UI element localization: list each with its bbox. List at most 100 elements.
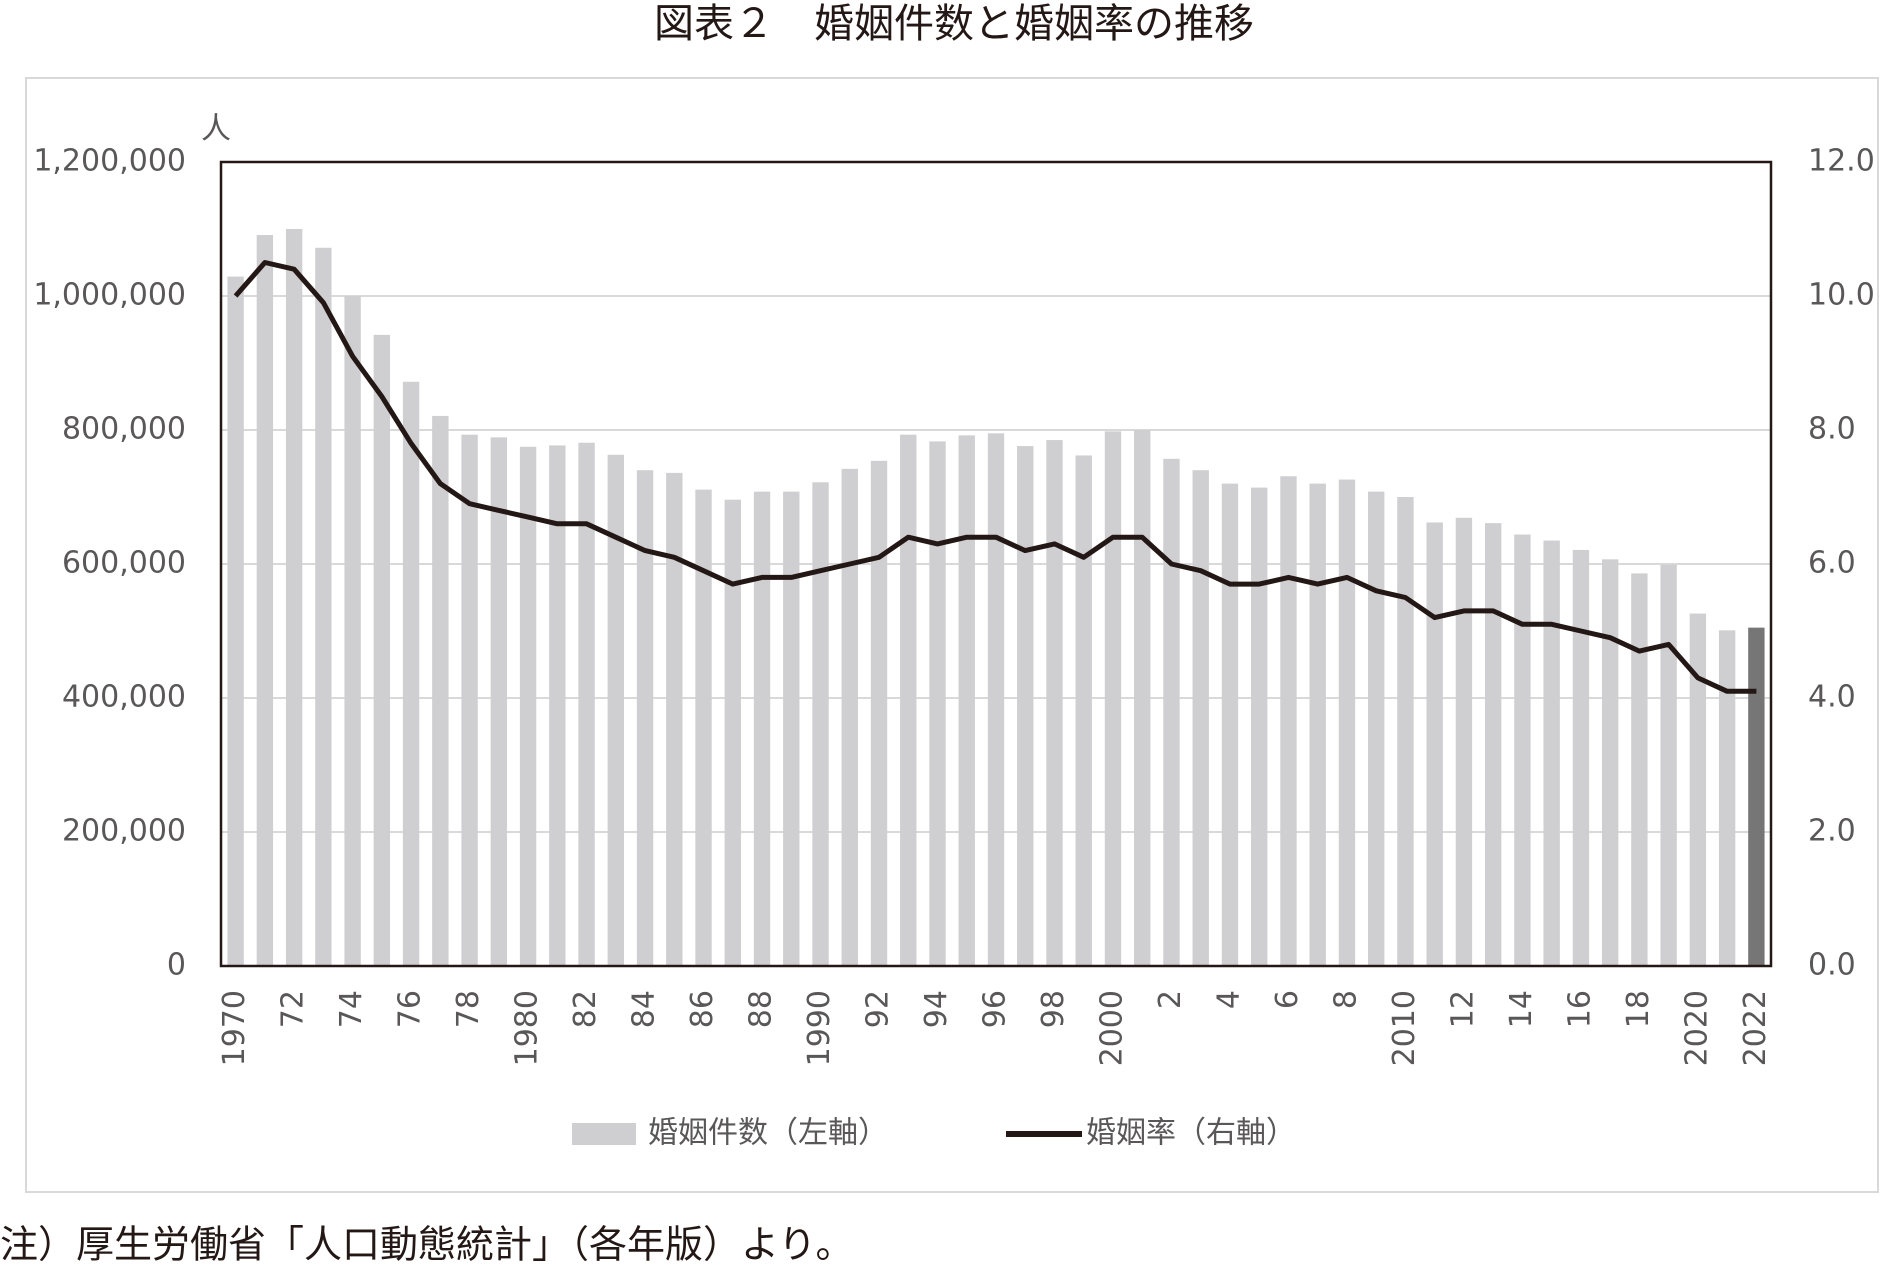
bar (1484, 523, 1502, 966)
bar (1104, 431, 1122, 967)
bar (1251, 487, 1268, 966)
y-tick-label: 0 (167, 948, 186, 983)
x-tick-label: 14 (1504, 990, 1539, 1028)
bar (373, 334, 391, 966)
y-tick-label: 800,000 (62, 412, 186, 447)
bar (1572, 549, 1590, 966)
bar (636, 470, 654, 966)
bar (578, 442, 595, 967)
y2-tick-label: 12.0 (1808, 144, 1875, 179)
source-note: 注）厚生労働省「人口動態統計」（各年版）より。 (0, 1223, 853, 1267)
y-tick-label: 200,000 (62, 814, 186, 849)
bar (1426, 522, 1443, 966)
bar (1397, 497, 1414, 966)
bar (490, 437, 508, 966)
legend-label: 婚姻率（右軸） (1086, 1116, 1296, 1151)
x-tick-label: 96 (978, 990, 1013, 1028)
x-tick-label: 76 (393, 990, 428, 1028)
y2-tick-label: 8.0 (1808, 412, 1856, 447)
y2-tick-label: 6.0 (1808, 546, 1856, 581)
bar (344, 296, 361, 966)
x-tick-label: 2 (1153, 990, 1188, 1009)
x-tick-label: 6 (1270, 990, 1305, 1009)
bar (695, 489, 712, 966)
y-tick-label: 600,000 (62, 546, 186, 581)
y2-tick-label: 10.0 (1808, 278, 1875, 313)
line (233, 260, 1757, 694)
y-tick-label: 1,200,000 (33, 144, 186, 179)
x-tick-label: 84 (627, 990, 662, 1028)
bar (900, 434, 917, 966)
bar (1046, 440, 1063, 966)
bar (929, 441, 946, 966)
legend-swatch (572, 1123, 636, 1145)
bar (1660, 564, 1677, 966)
bar (315, 247, 332, 966)
legend-label: 婚姻件数（左軸） (648, 1116, 888, 1151)
bar (724, 499, 741, 966)
bar (1689, 613, 1707, 966)
x-tick-label: 78 (451, 990, 486, 1028)
y2-tick-label: 2.0 (1808, 814, 1856, 849)
bar (1455, 517, 1473, 966)
bar (1368, 491, 1385, 966)
bar (1280, 476, 1297, 966)
bar (402, 381, 420, 966)
x-tick-label: 12 (1445, 990, 1480, 1028)
bar (1309, 483, 1326, 966)
y-tick-label: 400,000 (62, 680, 186, 715)
x-tick-label: 2010 (1387, 990, 1422, 1066)
bar (1631, 573, 1648, 966)
bar (1192, 470, 1209, 966)
y2-tick-label: 4.0 (1808, 680, 1856, 715)
bar (549, 445, 566, 966)
bar (753, 491, 771, 966)
bar (227, 276, 244, 966)
x-tick-label: 72 (276, 990, 311, 1028)
bar (841, 468, 858, 966)
bar (812, 482, 829, 966)
x-tick-label: 82 (568, 990, 603, 1028)
x-tick-label: 1980 (510, 990, 545, 1066)
bar (1718, 630, 1736, 966)
bar (958, 435, 975, 966)
bar (285, 229, 303, 966)
bar (432, 415, 449, 966)
bar (461, 434, 478, 966)
bar (1163, 458, 1180, 966)
bar (1134, 430, 1151, 966)
bar (1514, 534, 1531, 966)
y-unit: 人 (201, 112, 231, 147)
plot-border (219, 160, 1773, 968)
x-tick-label: 4 (1211, 990, 1246, 1009)
x-tick-label: 88 (744, 990, 779, 1028)
bar (783, 491, 800, 966)
x-tick-label: 94 (919, 990, 954, 1028)
x-tick-label: 2020 (1679, 990, 1714, 1066)
bar (987, 433, 1005, 967)
x-tick-label: 98 (1036, 990, 1071, 1028)
bar (519, 446, 537, 966)
x-tick-label: 92 (861, 990, 896, 1028)
bar (1543, 540, 1560, 966)
x-tick-label: 16 (1562, 990, 1597, 1028)
bar (256, 235, 274, 966)
chart-title: 図表２ 婚姻件数と婚姻率の推移 (654, 1, 1254, 47)
x-tick-label: 18 (1621, 990, 1656, 1028)
bar (1075, 455, 1092, 966)
x-tick-label: 1970 (217, 990, 252, 1066)
x-tick-label: 2000 (1094, 990, 1129, 1066)
x-tick-label: 74 (334, 990, 369, 1028)
x-tick-label: 86 (685, 990, 720, 1028)
bar (1221, 483, 1239, 966)
bar (1338, 479, 1356, 966)
bar (607, 454, 624, 966)
x-tick-label: 8 (1328, 990, 1363, 1009)
bar (1748, 627, 1765, 966)
x-tick-label: 1990 (802, 990, 837, 1066)
x-tick-label: 2022 (1738, 990, 1773, 1066)
y-tick-label: 1,000,000 (33, 278, 186, 313)
bar (1601, 559, 1619, 966)
